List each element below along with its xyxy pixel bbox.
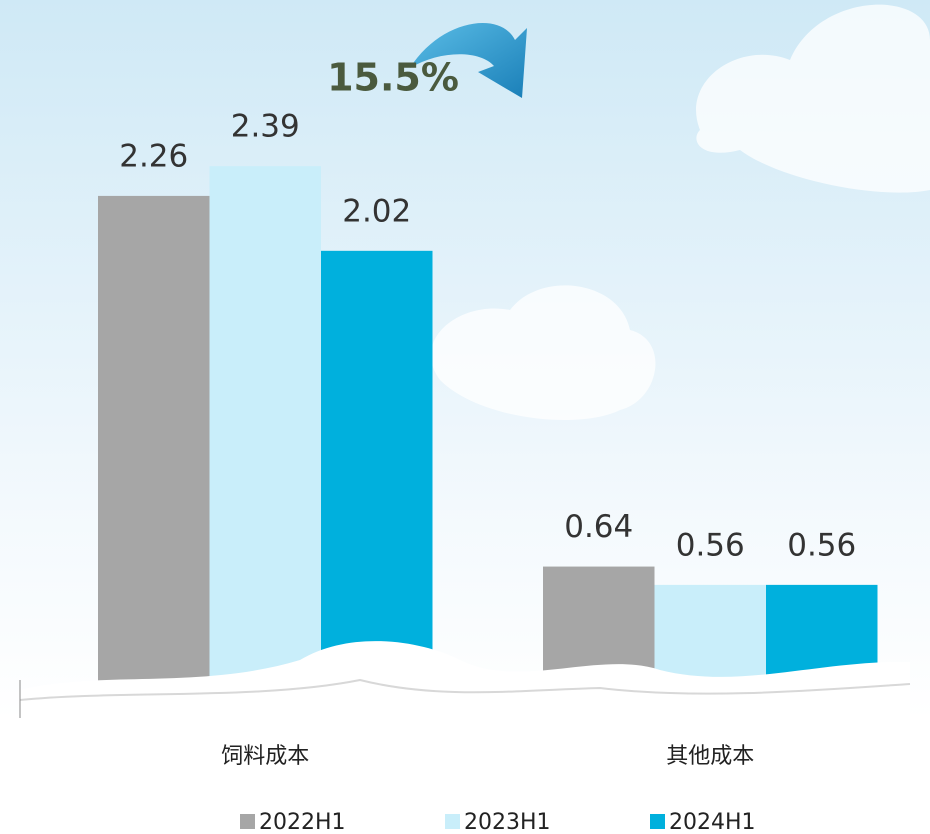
value-label: 0.56 bbox=[787, 527, 856, 563]
legend-swatch bbox=[240, 814, 255, 829]
bar bbox=[321, 250, 433, 713]
x-tick-label: 其他成本 bbox=[666, 744, 754, 769]
clouds bbox=[430, 4, 930, 420]
value-label: 2.39 bbox=[231, 109, 300, 145]
x-tick-label: 饲料成本 bbox=[221, 744, 309, 769]
legend-swatch bbox=[445, 814, 460, 829]
legend-label: 2022H1 bbox=[259, 810, 346, 834]
value-label: 2.02 bbox=[342, 193, 411, 229]
annotation: 15.5% bbox=[327, 56, 459, 100]
legend-swatch bbox=[650, 814, 665, 829]
legend-label: 2023H1 bbox=[464, 810, 551, 834]
value-label: 0.56 bbox=[676, 527, 745, 563]
value-label: 0.64 bbox=[564, 509, 633, 545]
bar bbox=[209, 166, 321, 714]
value-label: 2.26 bbox=[119, 138, 188, 174]
legend-label: 2024H1 bbox=[669, 810, 756, 834]
bar bbox=[98, 195, 210, 714]
decrease-arrow bbox=[410, 23, 527, 98]
milk-edge bbox=[19, 678, 911, 701]
milk-splash bbox=[20, 641, 910, 718]
